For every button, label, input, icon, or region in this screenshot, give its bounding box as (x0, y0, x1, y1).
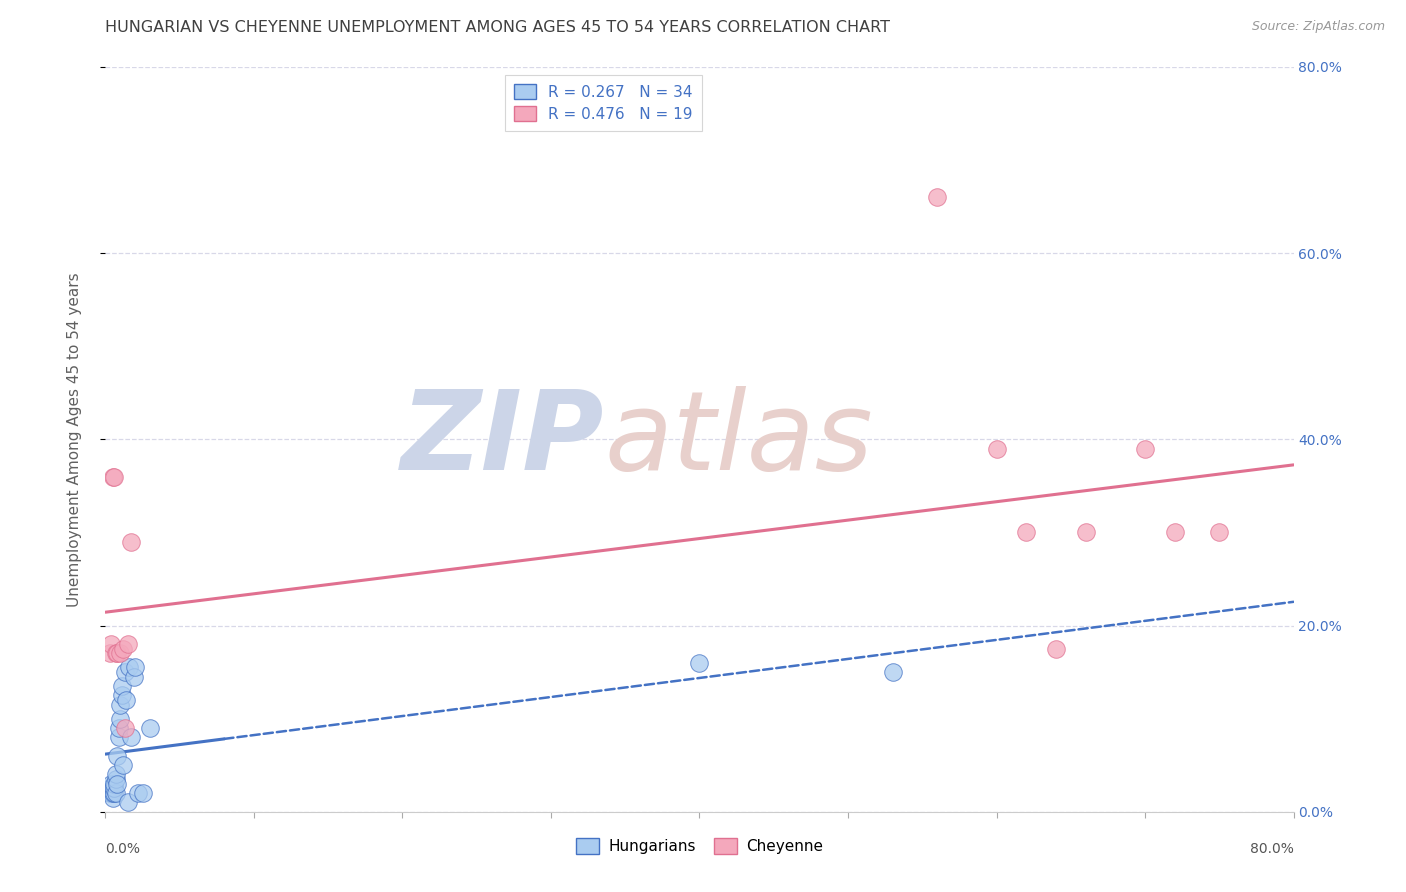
Point (117, 796, 139, 810)
Point (139, 721, 162, 735)
Point (1164, 525, 1187, 540)
Point (1045, 641, 1067, 656)
Point (114, 721, 136, 735)
Point (111, 679, 134, 693)
Text: atlas: atlas (605, 386, 873, 492)
Point (122, 670, 145, 684)
Point (1015, 525, 1038, 540)
Text: ZIP: ZIP (401, 386, 605, 492)
Point (127, 786, 149, 800)
Point (114, 665, 136, 679)
Point (98, 647, 121, 661)
Point (110, 698, 132, 712)
Point (105, 748, 128, 763)
Point (100, 777, 122, 791)
Point (104, 786, 127, 800)
Point (101, 786, 124, 800)
Text: 80.0%: 80.0% (1250, 841, 1294, 855)
Point (110, 712, 132, 726)
Point (108, 721, 131, 735)
Point (131, 786, 153, 800)
Point (120, 730, 142, 744)
Point (882, 665, 904, 679)
Point (104, 647, 127, 661)
Y-axis label: Unemployment Among Ages 45 to 54 years: Unemployment Among Ages 45 to 54 years (67, 272, 82, 607)
Text: HUNGARIAN VS CHEYENNE UNEMPLOYMENT AMONG AGES 45 TO 54 YEARS CORRELATION CHART: HUNGARIAN VS CHEYENNE UNEMPLOYMENT AMONG… (105, 20, 890, 35)
Point (927, 190, 949, 204)
Point (1074, 525, 1097, 540)
Point (111, 689, 134, 703)
Point (103, 781, 125, 796)
Point (105, 777, 128, 791)
Point (98, 786, 121, 800)
Point (101, 790, 124, 805)
Point (120, 534, 142, 549)
Point (117, 637, 139, 651)
Point (103, 469, 125, 483)
Point (108, 730, 131, 744)
Point (100, 786, 122, 800)
Point (112, 758, 135, 772)
Point (986, 442, 1008, 456)
Legend: R = 0.267   N = 34, R = 0.476   N = 19: R = 0.267 N = 34, R = 0.476 N = 19 (505, 75, 702, 131)
Point (100, 637, 122, 651)
Point (101, 781, 124, 796)
Point (112, 641, 135, 656)
Text: Source: ZipAtlas.com: Source: ZipAtlas.com (1251, 20, 1385, 33)
Point (115, 693, 138, 707)
Point (98, 781, 121, 796)
Point (1133, 442, 1156, 456)
Text: 0.0%: 0.0% (105, 841, 141, 855)
Point (105, 647, 128, 661)
Point (103, 786, 125, 800)
Point (110, 647, 132, 661)
Point (101, 469, 124, 483)
Point (124, 660, 146, 674)
Point (104, 767, 127, 781)
Point (1208, 525, 1230, 540)
Point (118, 660, 141, 674)
Point (104, 772, 127, 786)
Point (689, 656, 711, 670)
Point (103, 777, 125, 791)
